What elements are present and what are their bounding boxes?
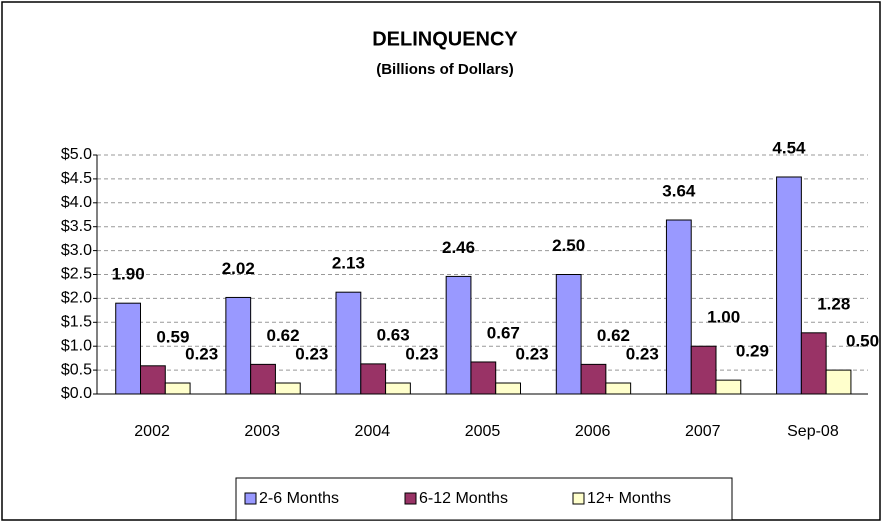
y-tick-label: $5.0 bbox=[61, 146, 92, 163]
bar bbox=[470, 361, 497, 395]
data-label: 3.64 bbox=[662, 181, 696, 200]
bar bbox=[665, 219, 692, 395]
bar bbox=[445, 275, 472, 395]
data-label: 0.29 bbox=[736, 342, 769, 361]
chart-title: DELINQUENCY bbox=[372, 28, 518, 50]
bar bbox=[385, 382, 411, 395]
bar bbox=[825, 369, 852, 395]
data-label: 0.50 bbox=[846, 332, 879, 351]
bar bbox=[335, 291, 362, 395]
y-tick-label: $0.5 bbox=[61, 361, 92, 378]
x-tick-label: 2004 bbox=[355, 423, 391, 440]
data-label: 0.23 bbox=[405, 344, 438, 363]
data-label: 0.23 bbox=[626, 344, 659, 363]
data-label: 2.13 bbox=[332, 254, 365, 273]
y-tick-label: $4.5 bbox=[61, 170, 92, 187]
bar bbox=[250, 363, 276, 395]
data-label: 0.59 bbox=[156, 327, 189, 346]
data-label: 0.62 bbox=[266, 326, 299, 345]
bar bbox=[225, 296, 252, 395]
bar bbox=[555, 274, 582, 395]
x-tick-label: 2006 bbox=[575, 423, 611, 440]
data-label: 0.23 bbox=[516, 344, 549, 363]
bar bbox=[800, 332, 827, 395]
x-tick-label: 2007 bbox=[685, 423, 721, 440]
bar bbox=[580, 363, 607, 395]
legend-label: 12+ Months bbox=[587, 490, 671, 507]
y-tick-label: $2.5 bbox=[61, 266, 92, 283]
y-tick-label: $3.0 bbox=[61, 242, 92, 259]
bar bbox=[776, 176, 802, 395]
data-label: 0.23 bbox=[295, 344, 328, 363]
y-tick-label: $1.5 bbox=[61, 314, 92, 331]
bar bbox=[274, 382, 301, 395]
y-tick-label: $4.0 bbox=[61, 194, 92, 211]
y-tick-label: $3.5 bbox=[61, 218, 92, 235]
legend-swatch bbox=[244, 492, 257, 505]
chart-subtitle: (Billions of Dollars) bbox=[376, 61, 514, 78]
bar bbox=[715, 379, 742, 395]
data-label: 2.50 bbox=[552, 236, 585, 255]
bar bbox=[690, 345, 717, 395]
x-tick-label: 2003 bbox=[244, 423, 280, 440]
data-label: 1.00 bbox=[707, 308, 740, 327]
data-label: 2.46 bbox=[442, 238, 475, 257]
legend-box bbox=[235, 477, 733, 521]
x-tick-label: 2005 bbox=[465, 423, 501, 440]
bar bbox=[360, 363, 387, 395]
data-label: 1.90 bbox=[112, 265, 145, 284]
legend-label: 6-12 Months bbox=[419, 490, 508, 507]
data-label: 4.54 bbox=[772, 138, 806, 157]
y-tick-label: $1.0 bbox=[61, 337, 92, 354]
legend-label: 2-6 Months bbox=[259, 490, 339, 507]
bar bbox=[164, 382, 191, 395]
data-label: 0.62 bbox=[597, 326, 630, 345]
data-label: 1.28 bbox=[817, 294, 850, 313]
legend-swatch bbox=[404, 492, 417, 505]
data-label: 0.23 bbox=[185, 344, 218, 363]
data-label: 2.02 bbox=[222, 259, 255, 278]
data-label: 0.67 bbox=[487, 323, 520, 342]
legend-swatch bbox=[572, 492, 585, 505]
x-tick-label: Sep-08 bbox=[787, 423, 839, 440]
bar bbox=[140, 365, 166, 395]
bar bbox=[115, 302, 142, 395]
y-tick-label: $0.0 bbox=[61, 385, 92, 402]
data-label: 0.63 bbox=[377, 325, 410, 344]
bar bbox=[605, 382, 632, 395]
x-tick-label: 2002 bbox=[134, 423, 170, 440]
y-tick-label: $2.0 bbox=[61, 290, 92, 307]
bar bbox=[495, 382, 521, 395]
